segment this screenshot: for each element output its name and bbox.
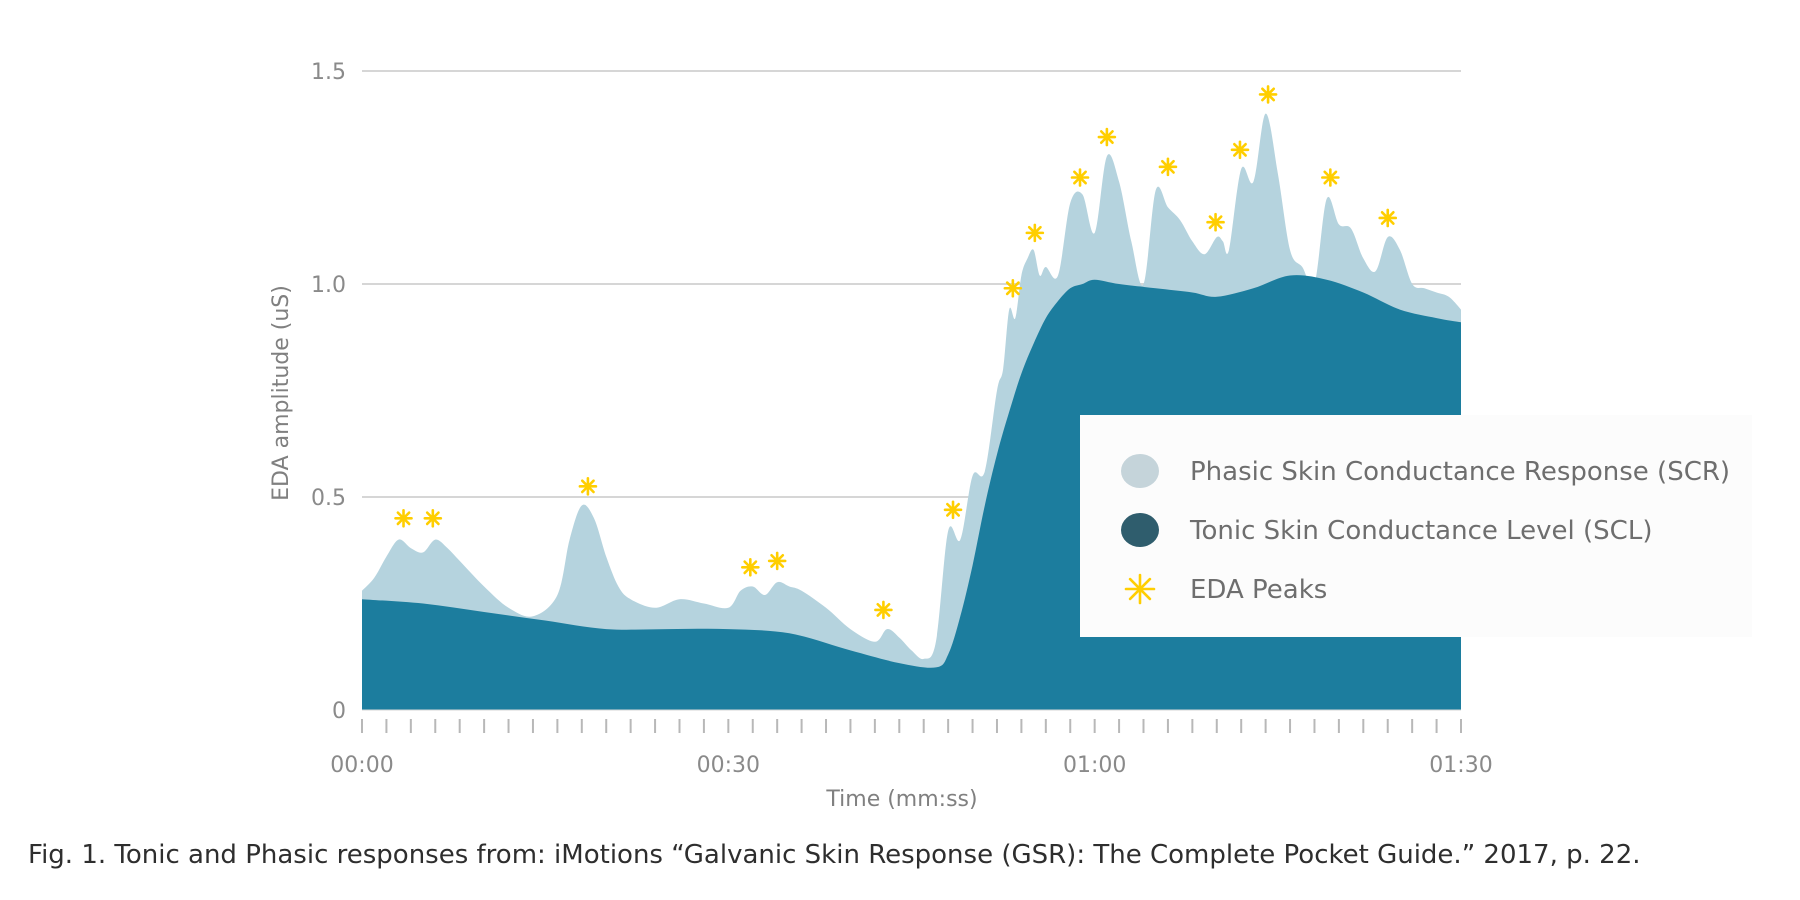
figure-caption: Fig. 1. Tonic and Phasic responses from:… [28, 840, 1641, 870]
eda-chart: 0 0.5 1.0 1.5 00:00 00:30 01:00 01:30 Time (mm… [269, 60, 1752, 812]
eda-peak-marker [1003, 278, 1023, 298]
eda-peak-marker [1158, 157, 1178, 177]
eda-peak-marker [423, 508, 443, 528]
scr-legend-label: Phasic Skin Conductance Response (SCR) [1190, 457, 1730, 487]
x-tick-label: 01:00 [1063, 753, 1126, 778]
eda-peak-marker [1206, 212, 1225, 232]
eda-peak-marker [1070, 168, 1090, 187]
scl-legend-swatch [1121, 513, 1159, 547]
x-tick-label: 00:00 [330, 753, 393, 778]
y-tick-label: 0 [332, 699, 346, 724]
y-tick-labels: 0 0.5 1.0 1.5 [311, 60, 346, 724]
eda-peak-marker [943, 500, 963, 520]
eda-peak-marker [767, 551, 787, 571]
eda-peak-marker [1025, 223, 1045, 243]
x-tick-label: 01:30 [1429, 753, 1492, 778]
scr-legend-swatch [1121, 454, 1159, 488]
eda-peak-marker [1321, 168, 1340, 187]
peaks-legend-label: EDA Peaks [1190, 575, 1327, 605]
eda-peak-marker [578, 477, 598, 496]
x-tick-labels: 00:00 00:30 01:00 01:30 [330, 753, 1492, 778]
y-tick-label: 1.0 [311, 273, 346, 298]
x-minor-ticks [361, 719, 1462, 733]
eda-peak-marker [1230, 140, 1250, 160]
eda-peak-marker [394, 508, 413, 528]
eda-peak-marker [1258, 85, 1278, 104]
eda-peak-markers [394, 85, 1398, 620]
eda-peak-marker [874, 600, 893, 620]
eda-peak-marker [741, 557, 760, 577]
chart-legend: Phasic Skin Conductance Response (SCR) T… [1080, 415, 1752, 637]
y-axis-title: EDA amplitude (uS) [269, 285, 294, 501]
x-tick-label: 00:30 [697, 753, 760, 778]
scl-legend-label: Tonic Skin Conductance Level (SCL) [1189, 516, 1652, 546]
eda-peak-marker [1378, 208, 1398, 228]
legend-box [1080, 415, 1752, 637]
eda-peak-marker [1097, 127, 1117, 147]
peaks-legend-star [1124, 573, 1156, 605]
y-tick-label: 0.5 [311, 486, 346, 511]
peaks-legend-star-icon [1124, 573, 1156, 605]
x-axis-title: Time (mm:ss) [825, 787, 977, 812]
y-tick-label: 1.5 [311, 60, 346, 85]
